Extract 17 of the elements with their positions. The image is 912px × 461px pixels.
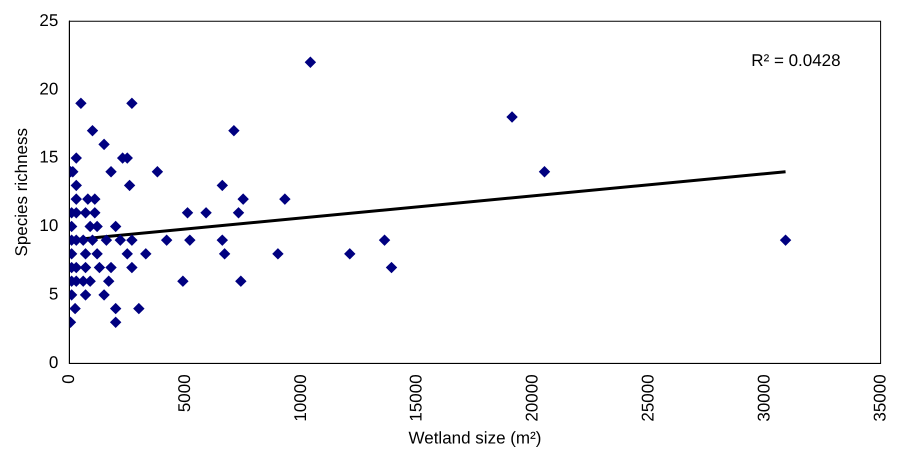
x-tick-label: 25000 bbox=[638, 374, 658, 422]
y-axis-title: Species richness bbox=[12, 128, 31, 257]
x-axis-title: Wetland size (m²) bbox=[408, 428, 542, 448]
y-tick-label: 20 bbox=[39, 79, 58, 98]
y-tick-label: 10 bbox=[39, 216, 58, 236]
x-tick-label: 20000 bbox=[522, 374, 542, 422]
annotation: R² = 0.0428 bbox=[751, 50, 841, 70]
y-tick-label: 15 bbox=[39, 148, 58, 167]
x-tick-label: 35000 bbox=[870, 374, 890, 422]
x-tick-label: 15000 bbox=[406, 374, 426, 422]
x-tick-label: 5000 bbox=[174, 374, 194, 412]
x-tick-label: 10000 bbox=[290, 374, 310, 422]
x-tick-label: 30000 bbox=[754, 374, 774, 422]
y-tick-label: 5 bbox=[48, 284, 58, 304]
y-tick-label: 0 bbox=[48, 353, 58, 372]
y-tick-label: 25 bbox=[39, 10, 58, 30]
x-tick-label: 0 bbox=[58, 374, 78, 384]
